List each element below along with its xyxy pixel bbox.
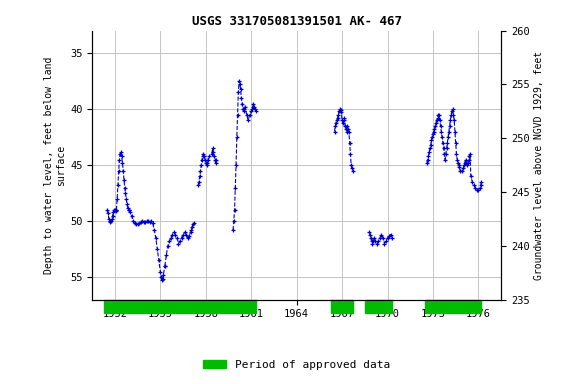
- Title: USGS 331705081391501 AK- 467: USGS 331705081391501 AK- 467: [192, 15, 401, 28]
- Y-axis label: Depth to water level, feet below land
surface: Depth to water level, feet below land su…: [44, 56, 66, 274]
- Bar: [331, 300, 353, 313]
- Bar: [426, 300, 482, 313]
- Bar: [104, 300, 256, 313]
- Legend: Period of approved data: Period of approved data: [199, 356, 394, 375]
- Bar: [365, 300, 392, 313]
- Y-axis label: Groundwater level above NGVD 1929, feet: Groundwater level above NGVD 1929, feet: [534, 51, 544, 280]
